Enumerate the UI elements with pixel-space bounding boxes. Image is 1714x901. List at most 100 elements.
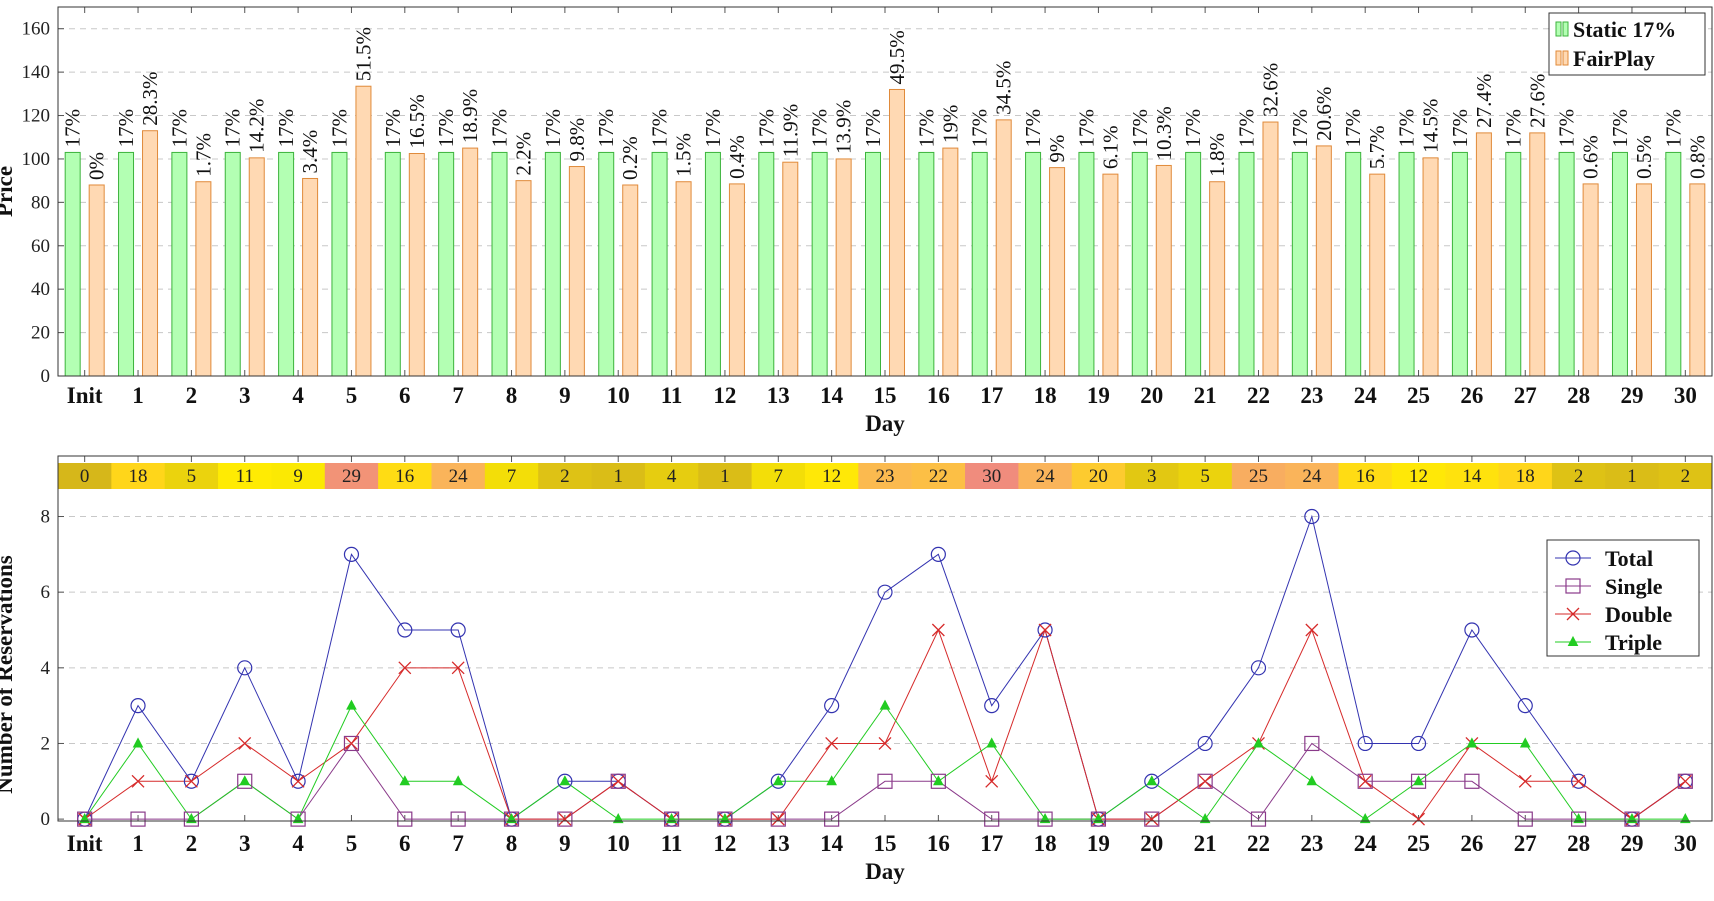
bar-static [971,151,988,377]
heatmap-cell [1231,463,1286,489]
point-triple [1093,813,1104,824]
top-x-tick-label: 10 [607,383,630,408]
heatmap-cell-label: 1 [613,466,623,487]
point-total [1464,622,1480,638]
point-single [237,773,253,789]
point-triple [1306,775,1318,786]
top-y-tick-label: 120 [22,106,51,127]
heatmap-cell-label: 20 [1089,466,1108,487]
bar-data-label: 32.6% [1258,63,1282,117]
bar-data-label: 17% [701,109,725,148]
bar-fairplay [782,161,799,377]
top-x-tick-label: 24 [1354,383,1378,408]
point-single [1144,811,1160,827]
bar-static [118,151,135,377]
point-double [398,661,412,675]
point-single [1677,773,1693,789]
bottom-x-tick-label: 15 [874,831,897,856]
point-single [717,811,733,827]
point-total [237,660,253,676]
point-single [1250,811,1267,827]
heatmap-cell [1498,463,1553,489]
top-x-tick-label: 1 [132,383,144,408]
bar-static [1345,151,1362,377]
bar-fairplay [1635,183,1652,377]
top-x-tick-label: 26 [1460,383,1483,408]
top-x-tick-label: 23 [1300,383,1323,408]
point-triple [772,775,784,786]
heatmap-cell [218,463,272,489]
top-x-tick-label: 13 [767,383,790,408]
bar-static [384,151,401,377]
top-x-tick-label: 5 [346,383,358,408]
point-single [450,811,466,827]
bottom-x-tick-label: 25 [1407,831,1430,856]
bar-data-label: 17% [61,109,85,148]
point-single [1304,735,1320,752]
heatmap-cell [538,463,593,489]
legend-swatch [1555,21,1562,37]
bar-data-label: 17% [808,109,832,148]
bar-data-label: 0.5% [1632,135,1656,179]
top-x-tick-label: 3 [239,383,251,408]
point-single [1464,773,1480,789]
top-x-tick-label: 21 [1194,383,1217,408]
legend-marker [1567,635,1579,646]
bar-data-label: 1.7% [191,133,215,177]
top-x-tick-label: Init [67,383,103,408]
bar-data-label: 17% [1288,109,1312,148]
bar-data-label: 17% [327,109,351,148]
bar-data-label: 49.5% [885,30,909,84]
heatmap-cell-label: 11 [236,466,254,487]
point-single [930,773,946,789]
heatmap-cell-label: 1 [1627,466,1637,487]
point-total [1250,660,1267,676]
point-triple [1466,737,1478,748]
bar-data-label: 17% [1661,109,1685,148]
point-single [1624,811,1640,827]
point-total [557,773,573,789]
heatmap-cell [858,463,913,489]
bottom-x-tick-label: 5 [346,831,358,856]
bar-fairplay [835,158,852,377]
point-triple [719,813,731,824]
top-x-tick-label: 6 [399,383,411,408]
top-x-tick-label: 15 [874,383,897,408]
point-double [344,737,358,750]
point-triple [826,775,837,786]
heatmap-cell [698,463,753,489]
top-x-tick-label: 29 [1620,383,1643,408]
bar-static [1611,151,1628,377]
bar-data-label: 17% [861,109,885,148]
bar-data-label: 0.2% [618,136,642,180]
bar-data-label: 17% [754,109,778,148]
point-triple [559,775,571,786]
heatmap-cell [1018,463,1073,489]
point-triple [186,813,197,824]
bar-data-label: 17% [541,109,565,148]
point-triple [666,813,677,824]
point-total [397,622,413,638]
bottom-x-tick-label: 1 [132,831,144,856]
point-double [825,737,839,750]
bar-data-label: 17% [1395,109,1419,148]
bar-data-label: 27.4% [1472,74,1496,128]
bottom-x-tick-label: 23 [1300,831,1323,856]
bar-data-label: 17% [1341,109,1365,148]
bottom-x-tick-label: 29 [1620,831,1643,856]
bar-fairplay [1529,132,1546,377]
heatmap-cell-label: 18 [129,466,148,487]
bottom-x-tick-label: 21 [1194,831,1217,856]
bottom-x-tick-label: 11 [661,831,683,856]
point-double [1145,812,1159,826]
bottom-x-tick-label: 6 [399,831,411,856]
point-double [1198,774,1212,788]
point-triple [933,775,944,786]
heatmap-cell [1551,463,1606,489]
top-x-tick-label: 2 [186,383,198,408]
bottom-legend [1546,539,1700,657]
bar-data-label: 3.4% [298,130,322,174]
point-single [1090,811,1107,827]
point-double [131,774,145,788]
